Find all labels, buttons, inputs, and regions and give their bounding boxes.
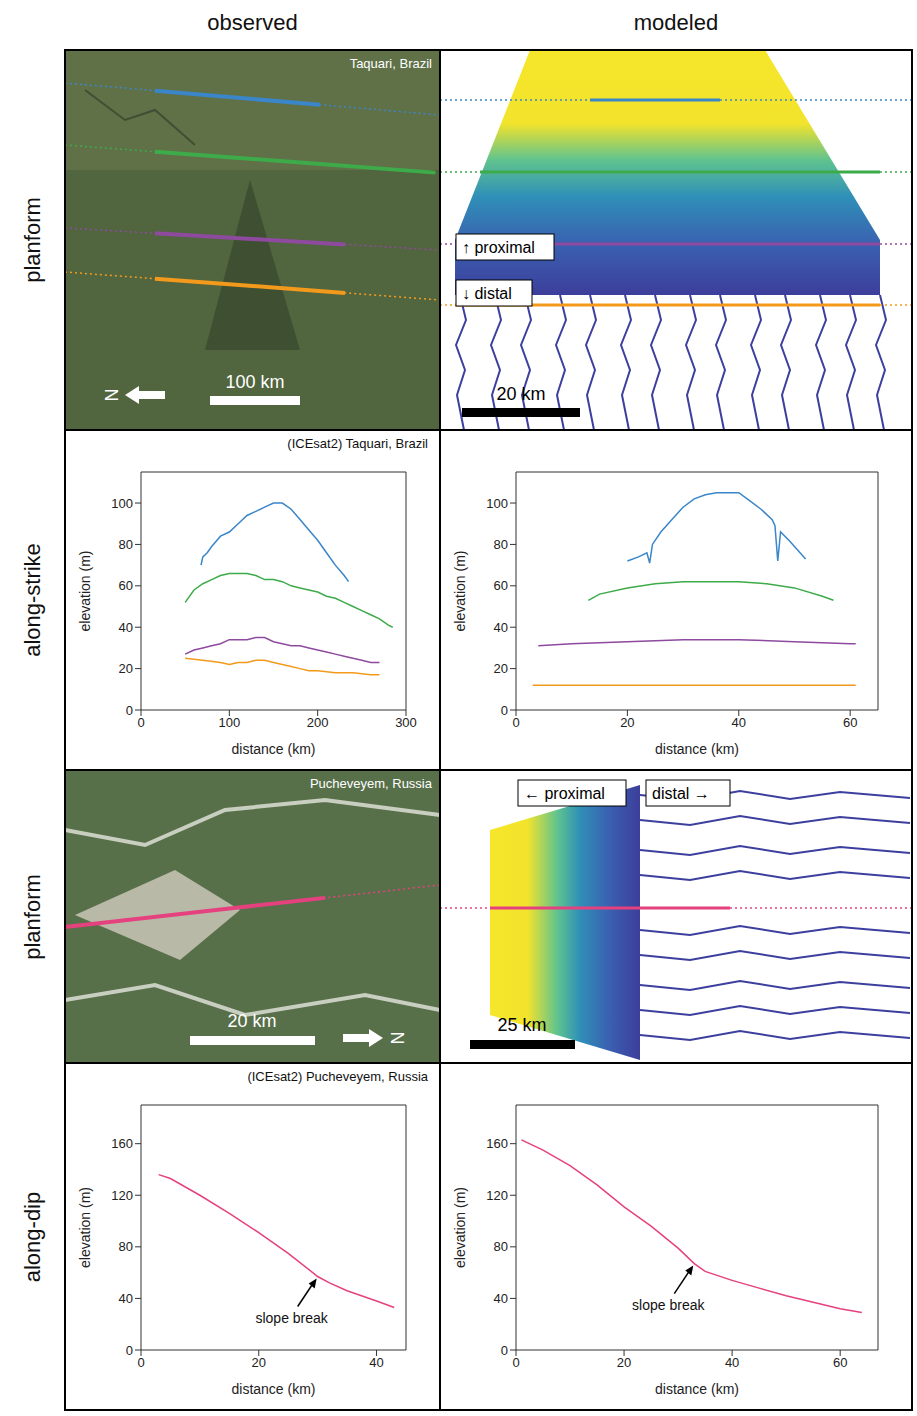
svg-text:120: 120	[111, 1188, 133, 1203]
html-text:(ICEsat2) Taquari, Brazil: (ICEsat2) Taquari, Brazil	[287, 436, 428, 451]
svg-text:20 km: 20 km	[227, 1011, 276, 1031]
svg-text:60: 60	[833, 1355, 847, 1370]
svg-text:40: 40	[119, 1291, 133, 1306]
svg-text:80: 80	[494, 1239, 508, 1254]
svg-text:25 km: 25 km	[497, 1015, 546, 1035]
svg-text:distance (km): distance (km)	[655, 1381, 739, 1397]
svg-text:160: 160	[111, 1136, 133, 1151]
svg-text:N: N	[101, 389, 121, 402]
svg-text:0: 0	[126, 1343, 133, 1358]
html-text:along-dip: along-dip	[19, 1191, 45, 1282]
svg-text:↓ distal: ↓ distal	[462, 285, 512, 302]
svg-text:← proximal: ← proximal	[524, 785, 605, 802]
svg-text:elevation (m): elevation (m)	[77, 1187, 93, 1268]
svg-text:300: 300	[395, 715, 417, 730]
svg-text:40: 40	[369, 1355, 383, 1370]
svg-text:0: 0	[501, 1343, 508, 1358]
svg-text:60: 60	[494, 578, 508, 593]
svg-text:distance (km): distance (km)	[231, 741, 315, 757]
html-text:along-strike: along-strike	[19, 543, 45, 657]
svg-text:100: 100	[111, 496, 133, 511]
svg-text:Taquari, Brazil: Taquari, Brazil	[350, 56, 432, 71]
svg-text:0: 0	[137, 1355, 144, 1370]
svg-text:40: 40	[725, 1355, 739, 1370]
svg-text:↑ proximal: ↑ proximal	[462, 239, 535, 256]
svg-text:100: 100	[218, 715, 240, 730]
svg-text:20: 20	[252, 1355, 266, 1370]
svg-text:distance (km): distance (km)	[231, 1381, 315, 1397]
svg-text:20: 20	[620, 715, 634, 730]
svg-text:N: N	[387, 1032, 407, 1045]
svg-text:20: 20	[494, 661, 508, 676]
svg-text:60: 60	[119, 578, 133, 593]
svg-text:40: 40	[732, 715, 746, 730]
svg-text:80: 80	[119, 1239, 133, 1254]
svg-text:elevation (m): elevation (m)	[452, 1187, 468, 1268]
svg-text:40: 40	[119, 620, 133, 635]
svg-text:20: 20	[617, 1355, 631, 1370]
svg-text:100: 100	[486, 496, 508, 511]
svg-text:160: 160	[486, 1136, 508, 1151]
svg-text:elevation (m): elevation (m)	[77, 551, 93, 632]
svg-text:0: 0	[512, 1355, 519, 1370]
svg-text:distance (km): distance (km)	[655, 741, 739, 757]
html-text:modeled: modeled	[633, 10, 719, 35]
svg-text:40: 40	[494, 1291, 508, 1306]
svg-text:Pucheveyem, Russia: Pucheveyem, Russia	[310, 776, 433, 791]
svg-text:80: 80	[119, 537, 133, 552]
html-text:planform: planform	[19, 197, 45, 283]
svg-text:120: 120	[486, 1188, 508, 1203]
svg-text:distal →: distal →	[652, 785, 710, 802]
html-text:planform: planform	[19, 873, 45, 960]
svg-text:20 km: 20 km	[496, 384, 545, 404]
svg-text:0: 0	[126, 703, 133, 718]
svg-text:80: 80	[494, 537, 508, 552]
svg-text:slope break: slope break	[632, 1297, 705, 1313]
svg-text:0: 0	[501, 703, 508, 718]
svg-text:200: 200	[307, 715, 329, 730]
svg-text:0: 0	[137, 715, 144, 730]
svg-text:60: 60	[843, 715, 857, 730]
html-text:(ICEsat2) Pucheveyem, Russia: (ICEsat2) Pucheveyem, Russia	[247, 1069, 428, 1084]
svg-text:0: 0	[512, 715, 519, 730]
svg-text:elevation (m): elevation (m)	[452, 551, 468, 632]
svg-text:100 km: 100 km	[225, 372, 284, 392]
svg-text:40: 40	[494, 620, 508, 635]
svg-text:20: 20	[119, 661, 133, 676]
html-text:observed: observed	[207, 10, 298, 35]
svg-text:slope break: slope break	[255, 1310, 328, 1326]
